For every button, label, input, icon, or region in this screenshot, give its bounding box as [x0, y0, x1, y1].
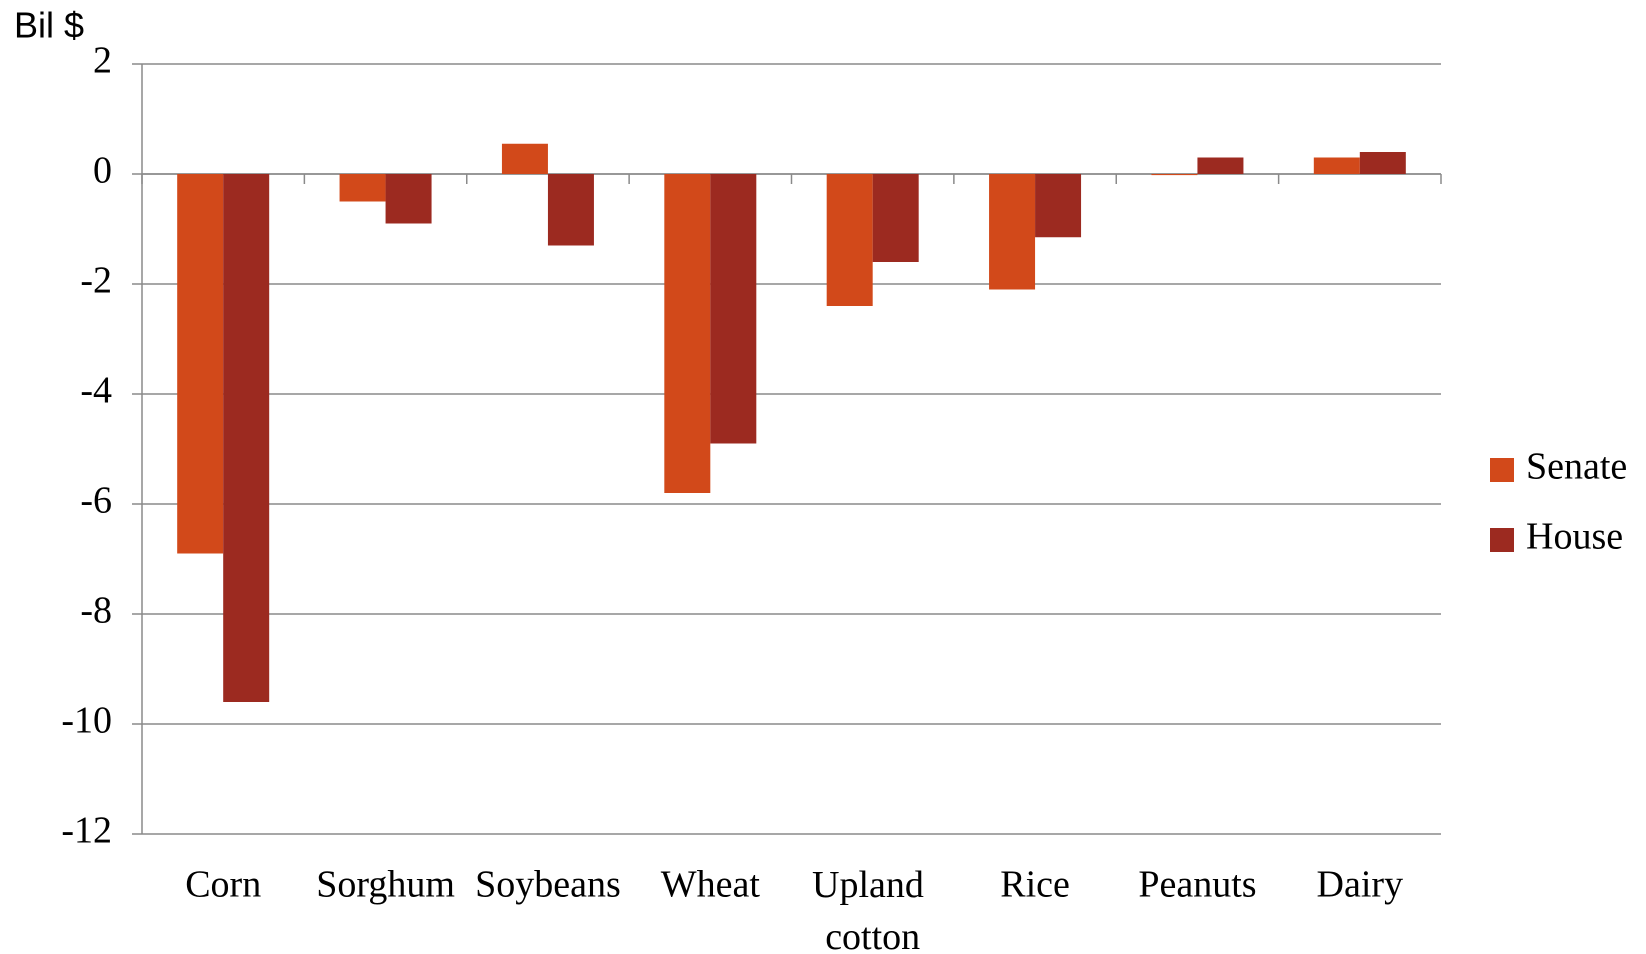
x-tick-label: Peanuts: [1138, 864, 1256, 906]
bar: [1313, 157, 1360, 174]
bar: [664, 174, 711, 493]
legend-label: Senate: [1526, 446, 1627, 488]
bar: [177, 174, 224, 554]
x-tick-label: Soybeans: [475, 864, 621, 906]
y-tick-label: -6: [80, 480, 112, 522]
bar: [989, 174, 1036, 290]
bar: [501, 143, 548, 174]
bar: [547, 174, 594, 246]
y-tick-label: -4: [80, 370, 112, 412]
bar: [710, 174, 757, 444]
bar: [1359, 152, 1406, 174]
x-tick-label: Wheat: [661, 864, 761, 906]
y-tick-label: -12: [61, 810, 112, 852]
legend-label: House: [1526, 516, 1623, 558]
y-tick-label: -8: [80, 590, 112, 632]
bar: [223, 174, 270, 702]
x-tick-label: Dairy: [1317, 864, 1404, 906]
legend-swatch: [1490, 458, 1514, 482]
bar: [1197, 157, 1244, 174]
bar: [339, 174, 386, 202]
x-tick-label: Corn: [185, 864, 261, 906]
x-tick-label: Sorghum: [316, 864, 455, 906]
x-tick-label: Upland cotton: [812, 864, 933, 954]
legend-swatch: [1490, 528, 1514, 552]
y-tick-label: -2: [80, 260, 112, 302]
y-tick-label: -10: [61, 700, 112, 742]
x-tick-label: Rice: [1000, 864, 1070, 906]
bar: [872, 174, 919, 262]
bar: [385, 174, 432, 224]
y-axis-label: Bil $: [14, 5, 84, 46]
bar: [1035, 174, 1082, 238]
bar: [1151, 174, 1198, 176]
y-tick-label: 2: [93, 40, 112, 82]
bar: [826, 174, 873, 306]
y-tick-label: 0: [93, 150, 112, 192]
